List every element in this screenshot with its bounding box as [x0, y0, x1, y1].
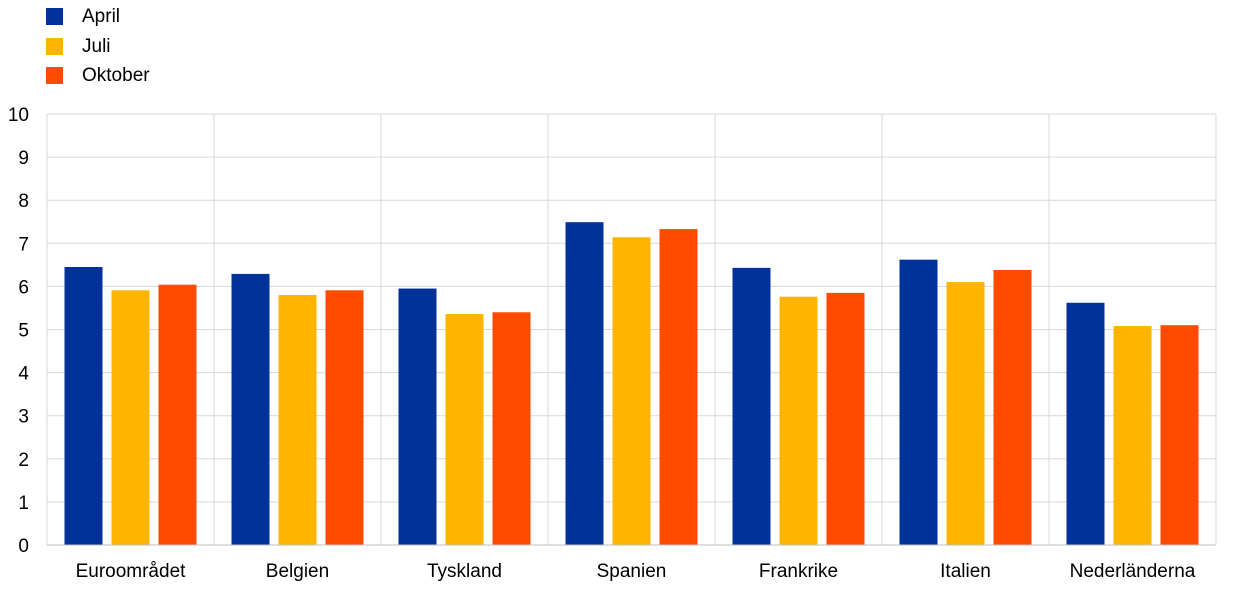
legend-item-april: April [46, 2, 150, 32]
bar-oktober [1160, 325, 1199, 545]
legend-swatch-oktober [46, 67, 63, 85]
y-tick-label: 7 [18, 234, 29, 255]
x-tick-label: Tyskland [427, 561, 502, 582]
y-tick-label: 1 [18, 493, 29, 514]
y-tick-label: 6 [18, 277, 29, 298]
legend-swatch-april [46, 8, 63, 26]
bar-april [231, 273, 270, 545]
y-tick-label: 3 [18, 407, 29, 428]
bar-oktober [492, 312, 531, 545]
bar-juli [1113, 326, 1152, 545]
y-tick-label: 8 [18, 191, 29, 212]
legend-swatch-juli [46, 37, 63, 55]
bar-juli [612, 237, 651, 546]
y-tick-label: 9 [18, 148, 29, 169]
bar-juli [278, 295, 317, 545]
bar-oktober [158, 284, 197, 545]
x-tick-label: Italien [940, 561, 991, 582]
bar-juli [779, 296, 818, 545]
legend-item-oktober: Oktober [46, 61, 150, 91]
y-tick-label: 0 [18, 536, 29, 557]
bar-april [732, 267, 771, 545]
legend-label-april: April [82, 6, 121, 28]
bar-april [899, 259, 938, 545]
x-tick-label: Euroområdet [76, 561, 187, 582]
legend-label-juli: Juli [82, 35, 111, 57]
bar-juli [946, 282, 985, 545]
bar-oktober [993, 270, 1032, 545]
bar-oktober [325, 290, 364, 545]
y-tick-label: 10 [8, 105, 29, 126]
bar-juli [445, 313, 484, 545]
legend-item-juli: Juli [46, 32, 150, 62]
x-tick-label: Nederländerna [1070, 561, 1196, 582]
bar-april [565, 222, 604, 545]
x-tick-label: Frankrike [759, 561, 838, 582]
y-tick-label: 2 [18, 450, 29, 471]
bar-april [1066, 302, 1105, 545]
bar-april [398, 288, 437, 545]
legend: April Juli Oktober [46, 2, 150, 91]
bar-juli [111, 290, 150, 545]
x-tick-label: Belgien [266, 561, 329, 582]
bar-oktober [659, 229, 698, 545]
legend-label-oktober: Oktober [82, 65, 150, 87]
bar-april [64, 267, 103, 545]
bar-oktober [826, 292, 865, 545]
x-tick-label: Spanien [597, 561, 667, 582]
y-tick-label: 4 [18, 364, 29, 385]
y-tick-label: 5 [18, 321, 29, 342]
